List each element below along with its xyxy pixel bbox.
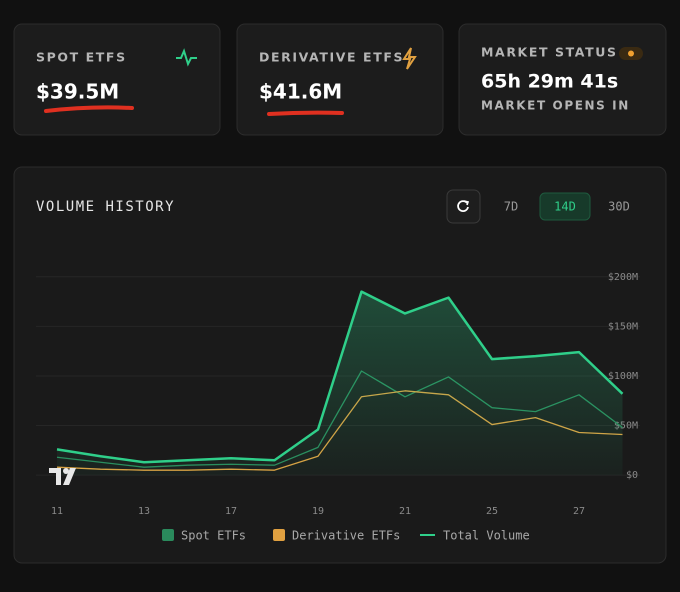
pulse-icon: [176, 48, 197, 67]
series-line: [56, 290, 624, 464]
range-button[interactable]: [539, 192, 591, 221]
y-tick-label: $100M: [608, 371, 638, 382]
area: [57, 291, 623, 476]
card-value: $41.6M: [259, 80, 342, 104]
legend-swatch: [162, 529, 174, 541]
card-value: $39.5M: [36, 80, 119, 104]
refresh-button[interactable]: [446, 189, 481, 224]
range-label[interactable]: 30D: [608, 200, 630, 214]
countdown: 65h 29m 41s: [481, 71, 618, 93]
card-label: SPOT ETFS: [36, 50, 127, 65]
bolt-icon: [402, 47, 417, 70]
logo-part: [63, 468, 76, 485]
x-tick-label: 21: [399, 506, 411, 517]
x-tick-label: 25: [486, 506, 498, 517]
card: [236, 23, 444, 136]
x-tick-label: 27: [573, 506, 585, 517]
x-tick-label: 19: [312, 506, 324, 517]
range-label[interactable]: 7D: [504, 200, 518, 214]
legend-swatch: [273, 529, 285, 541]
legend-label: Spot ETFs: [181, 529, 246, 543]
x-tick-label: 13: [138, 506, 150, 517]
y-tick-label: $0: [626, 470, 638, 481]
range-label[interactable]: 14D: [554, 200, 576, 214]
y-tick-label: $50M: [614, 421, 638, 432]
legend-label: Derivative ETFs: [292, 529, 400, 543]
status-dot: [628, 50, 634, 57]
x-tick-label: 17: [225, 506, 237, 517]
y-tick-label: $200M: [608, 272, 638, 283]
card-label: DERIVATIVE ETFS: [259, 50, 404, 65]
card-label: MARKET STATUS: [481, 45, 618, 60]
refresh-icon: [463, 200, 470, 206]
logo-part: [49, 468, 61, 485]
x-tick-label: 11: [51, 506, 63, 517]
underline: [44, 105, 134, 113]
underline: [267, 110, 344, 116]
legend-label: Total Volume: [443, 529, 530, 543]
tv-logo: [49, 468, 76, 485]
card-note: MARKET OPENS IN: [481, 99, 630, 113]
card: [458, 23, 667, 136]
chart-title: VOLUME HISTORY: [36, 199, 175, 215]
y-tick-label: $150M: [608, 321, 638, 332]
logo-part: [63, 468, 69, 474]
